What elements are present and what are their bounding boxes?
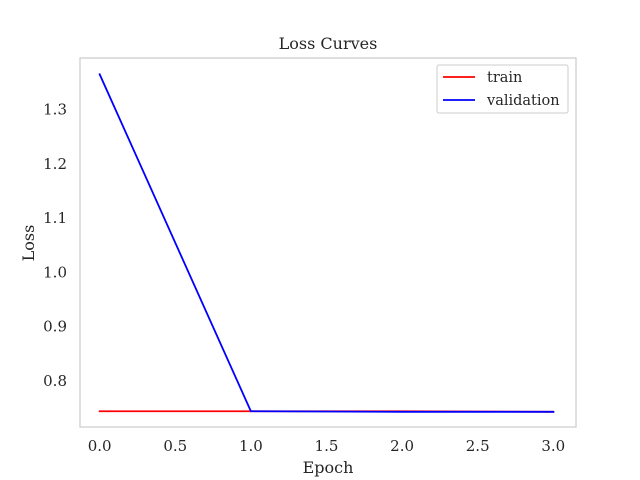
x-tick-label: 2.0: [390, 437, 414, 455]
x-tick-label: 2.5: [466, 437, 490, 455]
x-tick-label: 1.0: [239, 437, 263, 455]
x-tick-label: 0.0: [88, 437, 112, 455]
series-layer: [98, 73, 555, 413]
y-tick-label: 0.8: [43, 372, 67, 390]
series-line-validation: [98, 73, 555, 413]
y-tick-label: 0.9: [43, 318, 67, 336]
legend-label-validation: validation: [486, 93, 560, 109]
y-tick-label: 1.1: [43, 209, 67, 227]
x-tick-label: 3.0: [541, 437, 565, 455]
x-tick-label: 0.5: [163, 437, 187, 455]
x-axis-label: Epoch: [303, 458, 354, 477]
y-tick-label: 1.2: [43, 155, 67, 173]
legend: train validation: [436, 64, 569, 114]
plot-area: [79, 57, 577, 428]
chart-title: Loss Curves: [279, 34, 378, 53]
y-axis: 0.8 0.9 1.0 1.1 1.2 1.3: [43, 101, 67, 390]
x-axis: 0.0 0.5 1.0 1.5 2.0 2.5 3.0: [88, 437, 566, 455]
legend-label-train: train: [487, 70, 522, 86]
y-axis-label: Loss: [19, 225, 38, 262]
y-tick-label: 1.0: [43, 263, 67, 281]
x-tick-label: 1.5: [315, 437, 339, 455]
y-tick-label: 1.3: [43, 101, 67, 119]
